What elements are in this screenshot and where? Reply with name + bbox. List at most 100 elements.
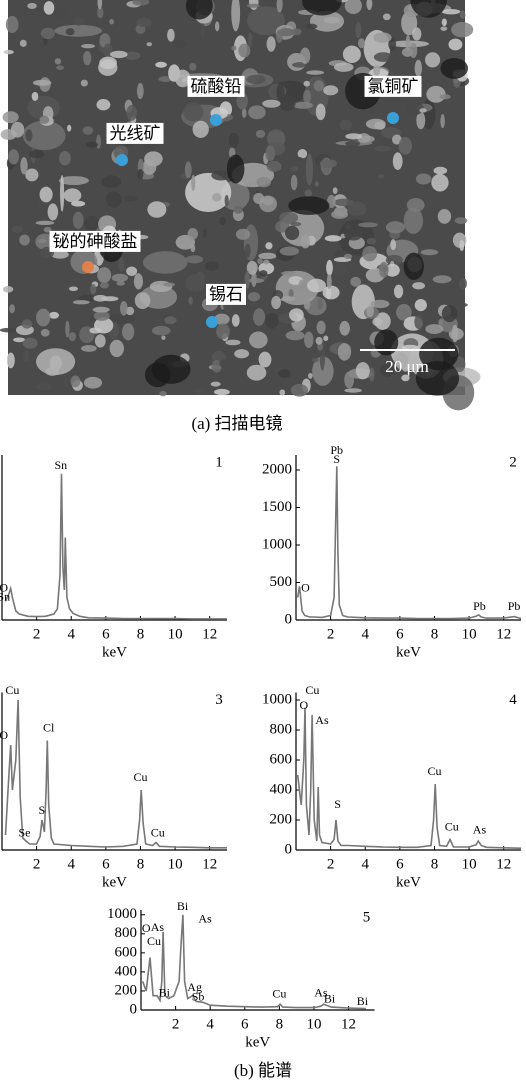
grain [11, 225, 23, 232]
peak-label: As [473, 822, 487, 836]
grain [304, 81, 310, 87]
peak-label: Cu [305, 683, 319, 697]
grain [343, 46, 361, 63]
grain [36, 383, 51, 390]
grain [344, 254, 352, 259]
grain [366, 119, 386, 129]
grain [374, 146, 392, 152]
grain [41, 28, 55, 39]
grain [415, 299, 427, 311]
grain [101, 175, 121, 187]
grain [367, 238, 377, 244]
grain [69, 286, 78, 291]
x-tick-label: 2 [327, 626, 335, 642]
caption-a: (a) 扫描电镜 [191, 414, 282, 433]
x-tick-label: 8 [137, 856, 145, 872]
grain [327, 274, 332, 289]
grain [100, 282, 109, 288]
grain [195, 362, 210, 377]
grain [316, 104, 326, 121]
peak-label: Sn [55, 458, 68, 472]
grain [124, 196, 137, 202]
x-tick-label: 10 [168, 856, 183, 872]
x-tick-label: 6 [396, 856, 404, 872]
grain [83, 126, 94, 134]
grain [291, 175, 298, 191]
grain [280, 247, 299, 256]
grain [146, 42, 152, 46]
image-label: 铋的砷酸盐 [53, 232, 138, 251]
x-tick-label: 12 [202, 856, 217, 872]
grain [279, 94, 296, 110]
grain [137, 169, 143, 180]
grain [265, 313, 279, 329]
grain [290, 222, 301, 226]
grain [460, 11, 466, 19]
image-label: 硫酸铅 [191, 77, 242, 96]
grain [339, 120, 351, 130]
grain [258, 253, 276, 260]
dark-pore [404, 253, 424, 280]
peak-label: S [333, 452, 340, 466]
grain [378, 174, 385, 178]
grain [386, 255, 403, 266]
panel-number: 4 [509, 692, 517, 708]
grain [205, 261, 219, 271]
grain [371, 300, 390, 308]
grain [8, 149, 19, 164]
grain [390, 239, 396, 250]
grain [304, 331, 313, 348]
grain [45, 367, 59, 376]
grain [304, 300, 311, 310]
x-tick-label: 12 [496, 626, 511, 642]
marker [82, 261, 94, 273]
grain [90, 284, 96, 295]
peak-label: Cu [445, 819, 459, 833]
x-axis-label: keV [245, 1034, 270, 1050]
grain [84, 377, 102, 389]
grain [44, 1, 55, 15]
grain [338, 343, 351, 361]
grain [442, 9, 461, 14]
peak-label: O [301, 580, 310, 594]
grain [106, 192, 122, 208]
grain [96, 135, 101, 149]
marker [387, 112, 399, 124]
grain [425, 52, 440, 67]
grain [316, 337, 323, 345]
grain [54, 7, 67, 19]
grain [190, 244, 195, 252]
grain [96, 99, 110, 110]
grain [83, 51, 91, 65]
grain [256, 130, 265, 138]
grain [97, 267, 111, 283]
grain [216, 323, 230, 339]
grain [256, 177, 271, 187]
peak-label: Cu [427, 764, 441, 778]
y-tick-label: 600 [270, 751, 293, 767]
grain [271, 296, 281, 309]
grain [442, 305, 457, 322]
grain [345, 225, 351, 230]
grain [143, 251, 188, 274]
peak-label: Bi [159, 986, 171, 1000]
grain [0, 328, 18, 333]
grain [66, 28, 75, 35]
grain [299, 279, 305, 292]
x-tick-label: 6 [241, 1016, 249, 1032]
grain [242, 108, 247, 118]
grain [345, 141, 360, 146]
y-tick-label: 400 [115, 963, 138, 979]
peak-label: Sb [192, 989, 205, 1003]
x-axis-label: keV [396, 644, 421, 660]
peak-label: Cl [43, 720, 55, 734]
peak-label: Pb [473, 599, 486, 613]
grain [308, 373, 313, 379]
x-tick-label: 8 [431, 626, 439, 642]
grain [54, 25, 102, 37]
spectrum-line [6, 700, 228, 848]
grain [442, 18, 447, 26]
grain [164, 316, 176, 324]
grain [358, 38, 365, 48]
grain [350, 277, 361, 287]
